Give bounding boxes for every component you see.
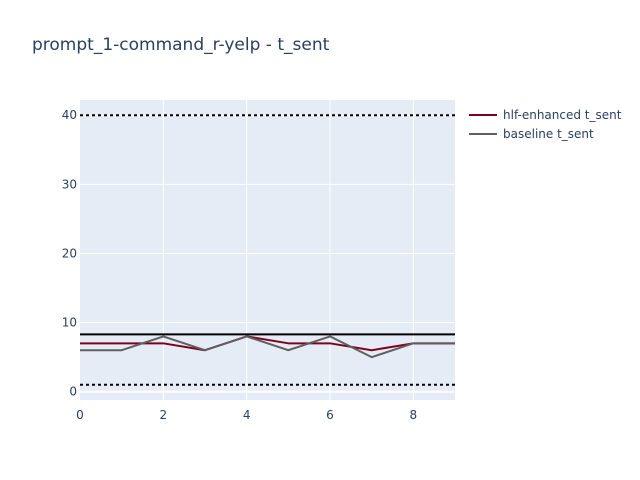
- legend[interactable]: hlf-enhanced t_sent baseline t_sent: [469, 108, 622, 141]
- x-tick-label: 2: [160, 408, 168, 422]
- x-tick-label: 0: [76, 408, 84, 422]
- y-tick-label: 40: [62, 108, 77, 122]
- series-lines: [79, 335, 456, 359]
- plot-area: [80, 100, 455, 400]
- y-tick-label: 30: [62, 177, 77, 191]
- legend-label[interactable]: baseline t_sent: [503, 127, 594, 141]
- x-axis-ticks: 0 2 4 6 8: [76, 408, 417, 422]
- reference-lines: [80, 114, 455, 386]
- y-tick-label: 10: [62, 316, 77, 330]
- x-tick-label: 4: [243, 408, 251, 422]
- x-tick-label: 8: [410, 408, 418, 422]
- legend-label[interactable]: hlf-enhanced t_sent: [503, 108, 622, 122]
- chart-title: prompt_1-command_r-yelp - t_sent: [32, 35, 330, 55]
- y-axis-ticks: 0 10 20 30 40: [62, 108, 77, 398]
- x-tick-label: 6: [326, 408, 334, 422]
- y-tick-label: 0: [69, 385, 77, 399]
- y-tick-label: 20: [62, 246, 77, 260]
- series-line-2: [80, 335, 455, 359]
